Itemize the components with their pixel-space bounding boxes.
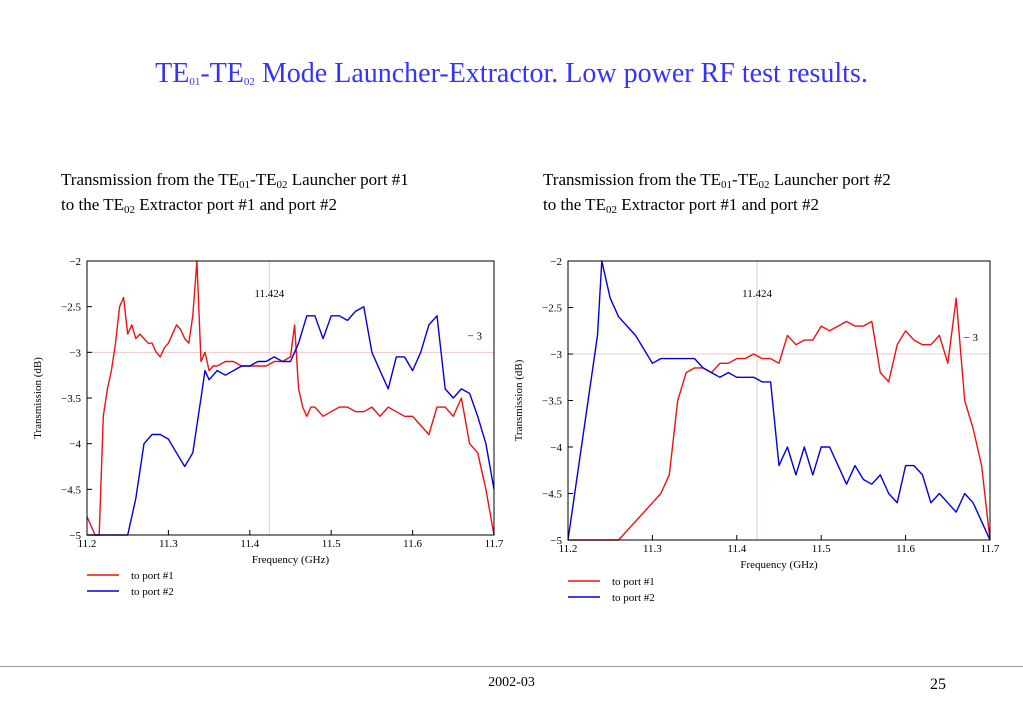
c1-y-tick-label-3: −3.5 xyxy=(61,393,81,405)
c2-x-tick-label-0: 11.2 xyxy=(559,543,578,555)
footer-divider xyxy=(0,666,1023,667)
c2-y-tick-label-0: −2 xyxy=(550,256,562,268)
c1-y-tick-label-6: −5 xyxy=(69,530,81,542)
c2-y-axis-label: Transmission (dB) xyxy=(513,359,525,441)
c2-x-tick-label-2: 11.4 xyxy=(727,543,746,555)
c1-legend-label-2: to port #2 xyxy=(131,586,174,598)
c1-x-tick-label-3: 11.5 xyxy=(322,538,341,550)
c2-y-tick-label-6: −5 xyxy=(550,535,562,547)
c1-x-tick-label-4: 11.6 xyxy=(403,538,422,550)
c1-y-tick-label-4: −4 xyxy=(69,439,81,451)
c1-x-axis-label: Frequency (GHz) xyxy=(252,554,330,566)
page-number: 25 xyxy=(930,676,946,693)
c2-vline-label: 11.424 xyxy=(742,288,772,300)
c2-y-tick-label-3: −3.5 xyxy=(542,396,562,408)
c1-y-tick-label-1: −2.5 xyxy=(61,302,81,314)
c2-legend-label-1: to port #1 xyxy=(612,576,655,588)
c1-series-line-2 xyxy=(87,306,495,536)
c2-x-axis-label: Frequency (GHz) xyxy=(740,559,818,571)
c1-x-tick-label-1: 11.3 xyxy=(159,538,178,550)
c2-y-tick-label-1: −2.5 xyxy=(542,303,562,315)
c1-x-tick-label-2: 11.4 xyxy=(240,538,259,550)
c1-y-tick-label-5: −4.5 xyxy=(61,484,81,496)
c2-y-tick-label-4: −4 xyxy=(550,442,562,454)
c1-y-tick-label-0: −2 xyxy=(69,256,81,268)
c2-hline-label: − 3 xyxy=(964,332,979,344)
c1-y-axis-label: Transmission (dB) xyxy=(32,357,44,439)
c2-series-line-2 xyxy=(567,260,991,541)
c2-y-tick-label-2: −3 xyxy=(550,349,562,361)
c1-series-line-1 xyxy=(86,260,495,536)
c2-series-line-1 xyxy=(568,297,991,541)
c2-x-tick-label-1: 11.3 xyxy=(643,543,662,555)
c2-plot-frame xyxy=(567,260,991,541)
c2-y-tick-label-5: −4.5 xyxy=(542,489,562,501)
slide-title: TE01-TE02 Mode Launcher-Extractor. Low p… xyxy=(155,58,868,89)
c2-x-tick-label-3: 11.5 xyxy=(812,543,831,555)
chart-2-subtitle: Transmission from the TE01-TE02 Launcher… xyxy=(543,170,891,216)
c1-x-tick-label-5: 11.7 xyxy=(485,538,504,550)
chart-1-subtitle: Transmission from the TE01-TE02 Launcher… xyxy=(61,170,409,216)
c1-legend-label-1: to port #1 xyxy=(131,570,174,582)
c1-x-tick-label-0: 11.2 xyxy=(78,538,97,550)
c2-legend-label-2: to port #2 xyxy=(612,592,655,604)
c1-y-tick-label-2: −3 xyxy=(69,347,81,359)
c1-hline-label: − 3 xyxy=(468,330,483,342)
c2-x-tick-label-4: 11.6 xyxy=(896,543,915,555)
c2-x-tick-label-5: 11.7 xyxy=(981,543,1000,555)
footer-date: 2002-03 xyxy=(488,675,535,690)
c1-vline-label: 11.424 xyxy=(254,288,284,300)
